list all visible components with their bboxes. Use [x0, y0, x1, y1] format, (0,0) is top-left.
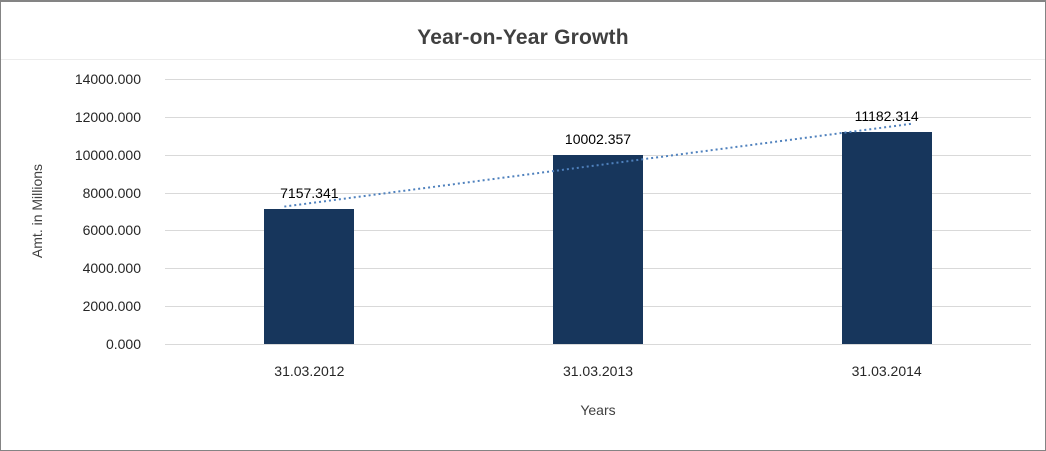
bar-data-label: 7157.341 — [280, 184, 339, 201]
bar — [841, 132, 932, 344]
category-label: 31.03.2014 — [851, 363, 922, 379]
gridline — [165, 79, 1031, 80]
bar — [264, 208, 355, 344]
x-axis-ticks: 31.03.2012 31.03.2013 31.03.2014 — [165, 363, 1031, 383]
category-label: 31.03.2013 — [562, 363, 634, 379]
y-tick-label: 4000.000 — [82, 260, 141, 277]
y-tick-label: 10000.000 — [74, 146, 141, 163]
category-label: 31.03.2012 — [274, 363, 345, 379]
title-divider — [1, 59, 1045, 60]
y-tick-label: 2000.000 — [82, 298, 141, 315]
bar-data-label: 10002.357 — [564, 130, 632, 147]
bar — [553, 154, 643, 344]
y-axis-ticks: 0.000 2000.000 4000.000 6000.000 8000.000 100… — [1, 71, 153, 352]
y-tick-label: 14000.000 — [74, 71, 141, 87]
y-tick-label: 8000.000 — [82, 184, 141, 201]
x-axis-label: Years — [580, 402, 616, 418]
y-tick-label: 6000.000 — [82, 222, 141, 239]
gridline — [165, 116, 1031, 118]
y-tick-label: 12000.000 — [74, 108, 141, 125]
chart-title: Year-on-Year Growth — [417, 26, 629, 49]
gridline — [165, 344, 1031, 345]
plot-area: 7157.341 10002.357 11182.314 — [165, 79, 1031, 345]
y-tick-label: 0.000 — [105, 336, 141, 352]
bar-data-label: 11182.314 — [854, 108, 919, 125]
